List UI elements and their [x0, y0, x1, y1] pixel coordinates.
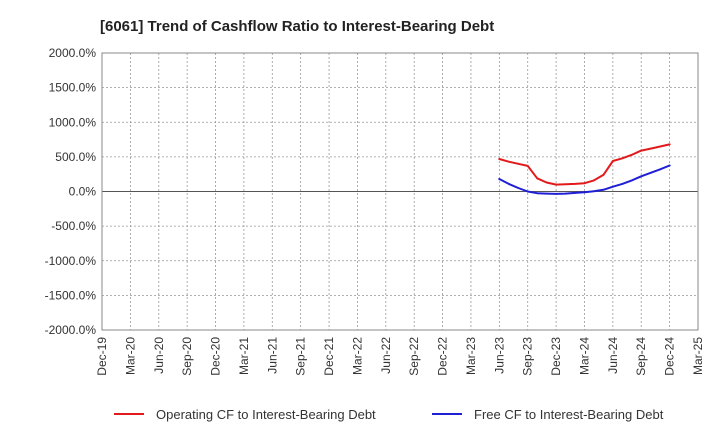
data-point — [630, 179, 633, 182]
data-point — [507, 182, 510, 185]
chart-title: [6061] Trend of Cashflow Ratio to Intere… — [100, 18, 494, 35]
x-tick-label: Mar-24 — [577, 337, 591, 375]
legend-label: Operating CF to Interest-Bearing Debt — [156, 407, 376, 422]
x-tick-label: Jun-20 — [152, 337, 166, 374]
data-point — [564, 183, 567, 186]
y-tick-label: 1500.0% — [49, 81, 97, 95]
x-tick-label: Mar-22 — [350, 337, 364, 375]
x-tick-label: Mar-25 — [691, 337, 705, 375]
data-point — [659, 168, 662, 171]
data-point — [649, 147, 652, 150]
data-point — [526, 190, 529, 193]
x-tick-label: Sep-21 — [294, 337, 308, 376]
y-axis-ticks: 2000.0% 1500.0% 1000.0% 500.0% 0.0% -500.0% -1… — [45, 46, 97, 337]
x-tick-label: Dec-20 — [209, 337, 223, 376]
data-point — [593, 190, 595, 193]
data-point — [564, 192, 567, 195]
y-tick-label: 500.0% — [55, 150, 96, 164]
x-tick-label: Sep-20 — [180, 337, 194, 376]
data-point — [630, 153, 633, 156]
plot-frame — [101, 52, 699, 331]
x-tick-label: Dec-23 — [549, 337, 563, 376]
legend: Operating CF to Interest-Bearing Debt Fre… — [114, 407, 664, 422]
x-tick-label: Sep-24 — [634, 337, 648, 376]
data-point — [536, 177, 539, 180]
data-point — [507, 160, 510, 163]
data-point — [640, 175, 643, 178]
data-point — [621, 182, 624, 185]
data-point — [583, 182, 586, 185]
data-point — [593, 179, 595, 182]
data-point — [517, 187, 520, 189]
x-tick-label: Jun-22 — [379, 337, 393, 374]
data-point — [555, 183, 557, 186]
legend-label: Free CF to Interest-Bearing Debt — [474, 407, 664, 422]
data-point — [602, 173, 605, 176]
data-point — [517, 162, 520, 165]
data-point — [602, 188, 605, 191]
x-tick-label: Dec-24 — [663, 337, 677, 376]
data-point — [668, 143, 671, 146]
x-tick-label: Mar-23 — [464, 337, 478, 375]
x-tick-label: Jun-23 — [492, 337, 506, 374]
y-tick-label: 0.0% — [69, 185, 97, 199]
data-point — [621, 157, 624, 160]
x-tick-label: Sep-23 — [521, 337, 535, 376]
y-tick-label: 1000.0% — [49, 115, 97, 129]
y-tick-label: -1000.0% — [45, 254, 97, 268]
x-tick-label: Dec-21 — [322, 337, 336, 376]
x-tick-label: Sep-22 — [407, 337, 421, 376]
data-point — [668, 164, 671, 167]
data-point — [555, 193, 557, 195]
x-tick-label: Mar-20 — [123, 337, 137, 375]
data-point — [659, 145, 662, 148]
data-point — [640, 149, 643, 152]
data-point — [526, 164, 529, 167]
x-tick-label: Jun-21 — [265, 337, 279, 374]
x-axis-ticks: Dec-19 Mar-20 Jun-20 Sep-20 Dec-20 Mar-21 Jun-… — [95, 337, 705, 376]
plot-grid — [101, 52, 699, 331]
data-point — [498, 178, 501, 180]
data-point — [545, 192, 548, 195]
data-point — [611, 160, 614, 162]
y-tick-label: -2000.0% — [45, 323, 97, 337]
y-tick-label: -500.0% — [51, 219, 96, 233]
x-tick-label: Dec-19 — [95, 337, 109, 376]
data-point — [574, 191, 576, 194]
data-point — [498, 158, 501, 160]
y-tick-label: -1500.0% — [45, 288, 97, 302]
data-point — [545, 181, 548, 184]
x-tick-label: Dec-22 — [436, 337, 450, 376]
data-point — [611, 185, 614, 188]
data-point — [536, 192, 539, 195]
series-lines — [498, 143, 671, 195]
x-tick-label: Jun-24 — [606, 337, 620, 374]
data-point — [583, 191, 586, 194]
data-point — [574, 182, 576, 185]
y-tick-label: 2000.0% — [49, 46, 97, 60]
data-point — [649, 171, 652, 174]
x-tick-label: Mar-21 — [237, 337, 251, 375]
